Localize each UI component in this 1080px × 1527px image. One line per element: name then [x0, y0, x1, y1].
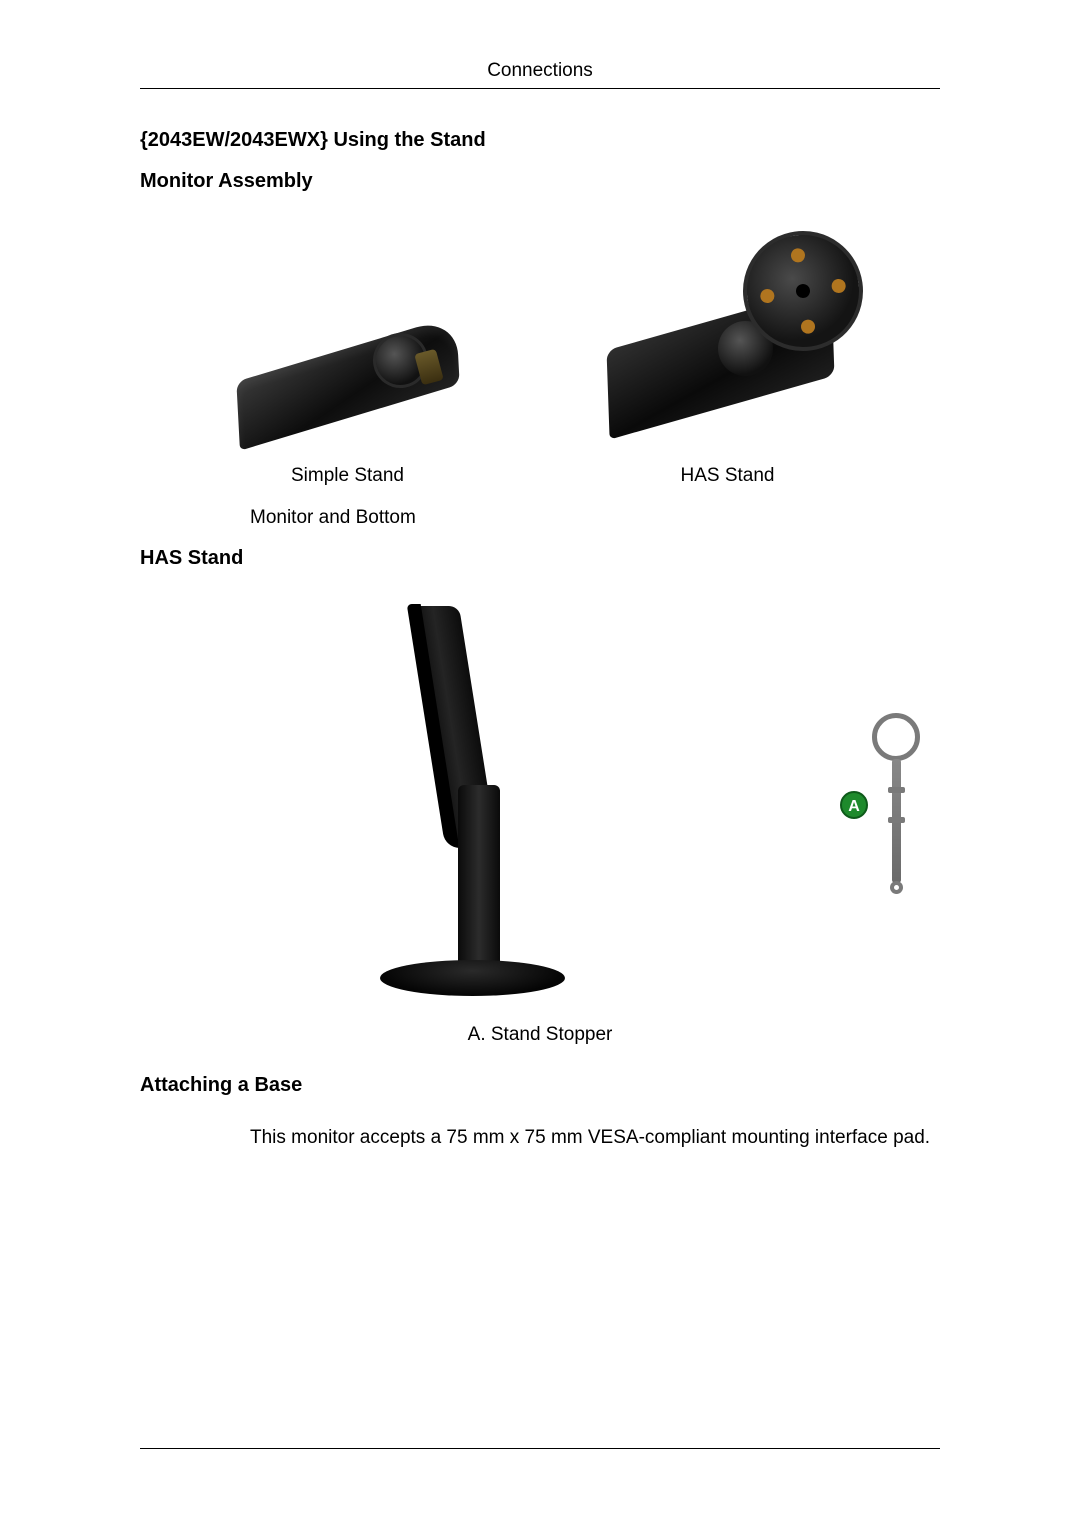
section-heading-using-stand: {2043EW/2043EWX} Using the Stand: [140, 129, 940, 152]
paragraph-attaching-base: This monitor accepts a 75 mm x 75 mm VES…: [250, 1127, 940, 1149]
stopper-badge: A: [840, 791, 868, 819]
simple-stand-illustration: [218, 293, 478, 453]
document-page: Connections {2043EW/2043EWX} Using the S…: [0, 0, 1080, 1527]
figure-row-has-side: A: [140, 600, 940, 1018]
header-rule: [140, 88, 940, 89]
figure-row-stands: Simple Stand HAS Stand: [160, 223, 920, 487]
caption-simple-stand: Simple Stand: [291, 465, 404, 487]
caption-stand-stopper: A. Stand Stopper: [140, 1024, 940, 1046]
section-heading-has-stand: HAS Stand: [140, 547, 940, 570]
footer-rule: [140, 1448, 940, 1449]
note-monitor-and-bottom: Monitor and Bottom: [250, 507, 940, 529]
page-header-title: Connections: [140, 60, 940, 88]
figure-simple-stand: Simple Stand: [218, 293, 478, 487]
has-stand-side-illustration: [320, 600, 610, 1000]
figure-has-stand-flat: HAS Stand: [593, 223, 863, 487]
stand-stopper-illustration: A: [860, 709, 940, 909]
caption-has-stand: HAS Stand: [681, 465, 775, 487]
has-stand-flat-illustration: [593, 223, 863, 453]
section-heading-attaching-base: Attaching a Base: [140, 1074, 940, 1097]
section-heading-monitor-assembly: Monitor Assembly: [140, 170, 940, 193]
